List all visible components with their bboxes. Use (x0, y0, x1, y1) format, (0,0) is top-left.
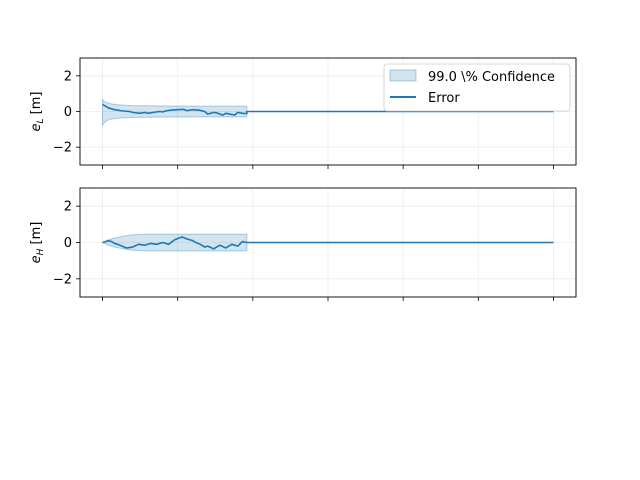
y-axis-label-symbol: e (29, 255, 44, 263)
top-panel: −2 0 2 eL [m] 99.0 \% Confidence Error (29, 57, 577, 169)
y-tick-label-1: 0 (64, 105, 72, 120)
error-series-line-0 (102, 103, 554, 116)
y-axis-label: eL [m] (29, 92, 46, 132)
y-tick-label-1: 0 (64, 236, 72, 251)
y-tick-label-2: 2 (64, 69, 72, 84)
confidence-band (102, 98, 248, 127)
legend-box (383, 63, 571, 112)
y-axis-label-unit: [m] (29, 222, 44, 249)
y-axis-label: eH [m] (29, 222, 46, 264)
y-axis-label-unit: [m] (29, 92, 44, 119)
y-tick-label-0: −2 (53, 272, 72, 287)
y-axis-label-symbol: e (29, 123, 44, 131)
y-tick-label-0: −2 (53, 141, 72, 156)
legend-band-label: 99.0 \% Confidence (428, 70, 555, 85)
legend-line-label: Error (428, 91, 460, 106)
bottom-panel: −2 0 2 eH [m] (29, 187, 577, 301)
error-series-line-0 (102, 236, 554, 250)
y-axis-label-subscript: L (36, 118, 46, 123)
y-tick-label-2: 2 (64, 200, 72, 215)
y-axis-label-subscript: H (36, 248, 46, 255)
legend: 99.0 \% Confidence Error (383, 63, 571, 112)
legend-band-swatch (389, 69, 417, 82)
